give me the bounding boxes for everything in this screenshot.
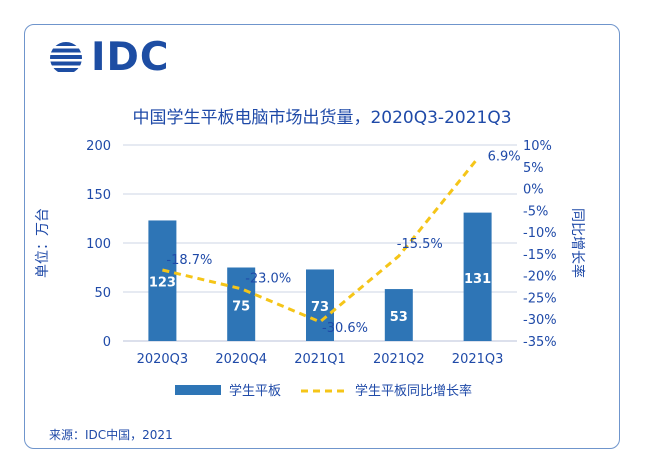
line-value-label: -15.5%	[397, 237, 443, 252]
line-value-label: -23.0%	[245, 272, 291, 287]
x-tick-label: 2021Q1	[294, 352, 346, 367]
y2-tick-label: -25%	[523, 291, 557, 306]
bar	[384, 289, 413, 341]
line-value-label: 6.9%	[488, 150, 521, 165]
x-tick-label: 2021Q2	[373, 352, 425, 367]
line-value-label: -30.6%	[322, 321, 368, 336]
y-tick-label: 150	[86, 188, 111, 203]
y2-tick-label: 0%	[523, 183, 544, 198]
y-tick-label: 200	[86, 139, 111, 154]
y2-tick-label: 5%	[523, 161, 544, 176]
bar-value-label: 73	[311, 300, 329, 315]
y2-tick-label: -30%	[523, 313, 557, 328]
line-value-label: -18.7%	[166, 253, 212, 268]
y2-tick-label: -15%	[523, 248, 557, 263]
chart-title: 中国学生平板电脑市场出货量，2020Q3-2021Q3	[132, 108, 512, 128]
y-tick-label: 50	[94, 286, 111, 301]
y2-tick-label: -20%	[523, 270, 557, 285]
bar-value-label: 131	[464, 272, 491, 287]
legend-label-line: 学生平板同比增长率	[355, 383, 472, 399]
bar-value-label: 123	[149, 276, 176, 291]
bar	[306, 269, 334, 341]
bar	[463, 212, 492, 341]
y2-tick-label: -10%	[523, 226, 557, 241]
legend-swatch-bar	[175, 385, 221, 395]
legend-label-bar: 学生平板	[229, 383, 281, 399]
x-tick-label: 2020Q3	[137, 352, 189, 367]
logo-text: IDC	[91, 35, 170, 80]
chart-area: 0 50 100 150 200 10% 5% 0% -5% -10% -15% -20% -25% -3…	[35, 139, 586, 399]
y-axis-label: 单位：万台	[35, 208, 51, 278]
globe-icon	[50, 42, 82, 72]
idc-logo: IDC	[47, 38, 170, 78]
y2-tick-label: 10%	[523, 139, 552, 154]
y2-tick-label: -35%	[523, 335, 557, 350]
source-note: 来源：IDC中国，2021	[49, 428, 173, 442]
x-tick-label: 2020Q4	[215, 352, 267, 367]
y2-axis-label: 同比增长率	[569, 208, 586, 278]
bar-value-label: 75	[232, 299, 250, 314]
y-tick-label: 0	[103, 335, 111, 350]
x-tick-label: 2021Q3	[452, 352, 504, 367]
bar	[227, 267, 256, 341]
bar	[148, 220, 177, 341]
bar-value-label: 53	[390, 310, 408, 325]
y-tick-label: 100	[86, 237, 111, 252]
chart-card: IDC 中国学生平板电脑市场出货量，2020Q3-2021Q3 0 50 100 15…	[24, 24, 620, 449]
growth-line	[162, 157, 479, 324]
y2-tick-label: -5%	[523, 204, 548, 219]
